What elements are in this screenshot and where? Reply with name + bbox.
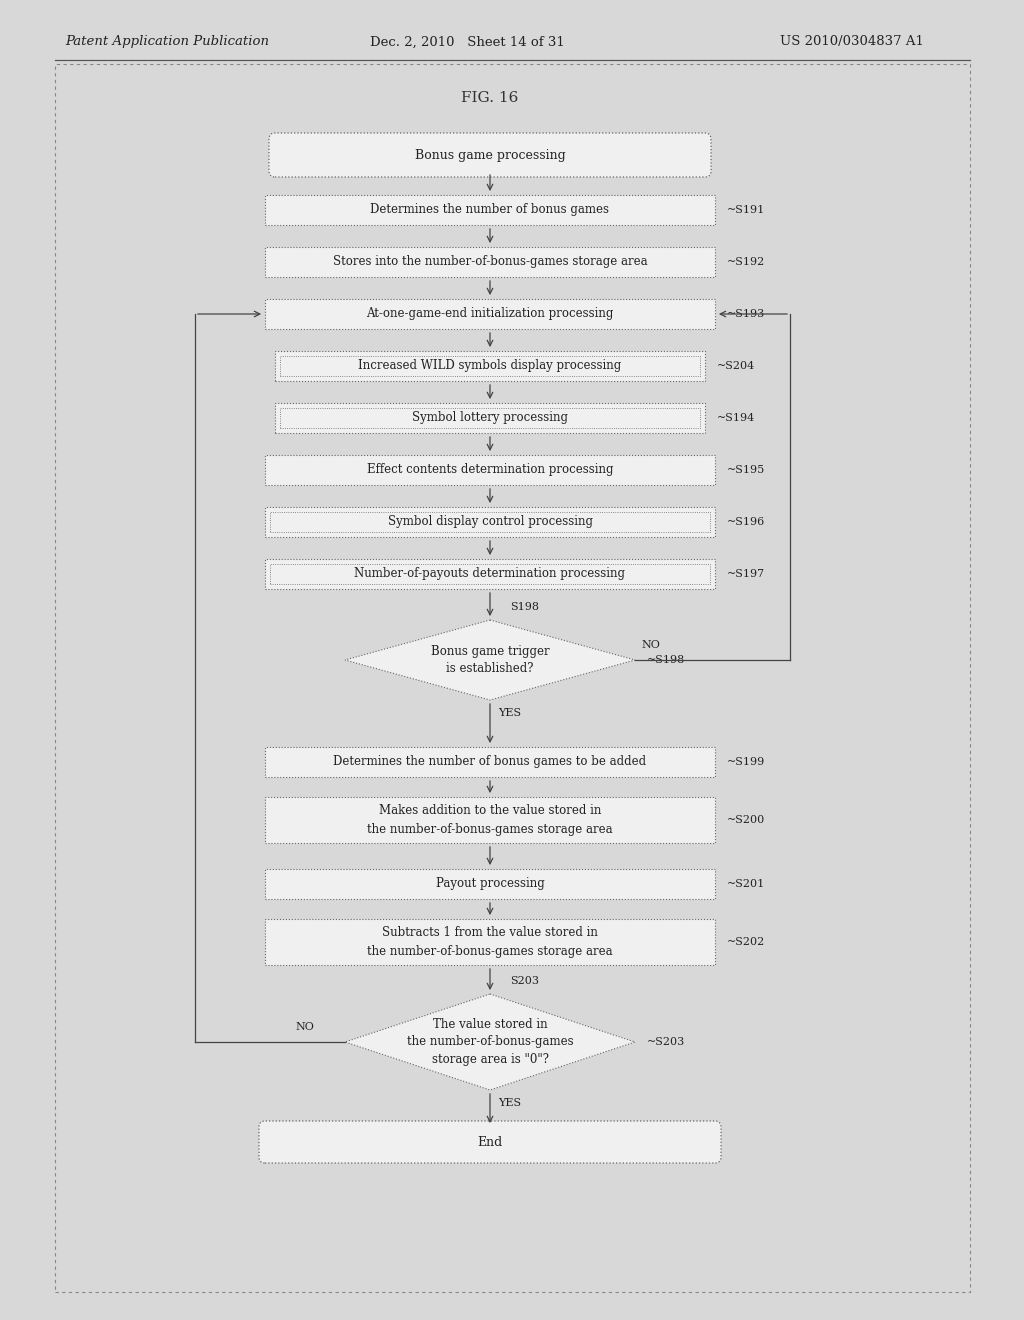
Bar bbox=[265, 507, 715, 537]
Bar bbox=[280, 356, 700, 376]
Text: ~S202: ~S202 bbox=[727, 937, 765, 946]
Polygon shape bbox=[345, 994, 635, 1090]
Text: ~S194: ~S194 bbox=[717, 413, 756, 422]
Text: Stores into the number-of-bonus-games storage area: Stores into the number-of-bonus-games st… bbox=[333, 256, 647, 268]
Bar bbox=[270, 564, 710, 583]
Text: Bonus game processing: Bonus game processing bbox=[415, 149, 565, 161]
Text: Payout processing: Payout processing bbox=[435, 878, 545, 891]
Text: S203: S203 bbox=[510, 975, 539, 986]
Bar bbox=[275, 403, 705, 433]
Text: YES: YES bbox=[498, 1098, 521, 1107]
Bar bbox=[265, 247, 715, 277]
Text: ~S197: ~S197 bbox=[727, 569, 765, 579]
Bar bbox=[265, 455, 715, 484]
Bar bbox=[265, 558, 715, 589]
Bar bbox=[55, 63, 970, 1292]
Text: At-one-game-end initialization processing: At-one-game-end initialization processin… bbox=[367, 308, 613, 321]
Text: Makes addition to the value stored in
the number-of-bonus-games storage area: Makes addition to the value stored in th… bbox=[368, 804, 612, 836]
Text: Symbol lottery processing: Symbol lottery processing bbox=[412, 412, 568, 425]
Text: Determines the number of bonus games to be added: Determines the number of bonus games to … bbox=[334, 755, 646, 768]
Polygon shape bbox=[345, 620, 635, 700]
Text: ~S193: ~S193 bbox=[727, 309, 765, 319]
Bar bbox=[270, 512, 710, 532]
Text: Effect contents determination processing: Effect contents determination processing bbox=[367, 463, 613, 477]
Text: ~S196: ~S196 bbox=[727, 517, 765, 527]
Text: Increased WILD symbols display processing: Increased WILD symbols display processin… bbox=[358, 359, 622, 372]
Text: ~S203: ~S203 bbox=[647, 1038, 685, 1047]
Text: ~S191: ~S191 bbox=[727, 205, 765, 215]
Bar bbox=[265, 919, 715, 965]
FancyBboxPatch shape bbox=[259, 1121, 721, 1163]
Text: US 2010/0304837 A1: US 2010/0304837 A1 bbox=[780, 36, 924, 49]
Text: ~S192: ~S192 bbox=[727, 257, 765, 267]
Text: Patent Application Publication: Patent Application Publication bbox=[65, 36, 269, 49]
Bar bbox=[265, 300, 715, 329]
Bar bbox=[280, 408, 700, 428]
Text: ~S204: ~S204 bbox=[717, 360, 756, 371]
Text: NO: NO bbox=[641, 640, 659, 649]
Text: ~S198: ~S198 bbox=[647, 655, 685, 665]
Text: Determines the number of bonus games: Determines the number of bonus games bbox=[371, 203, 609, 216]
Text: ~S199: ~S199 bbox=[727, 756, 765, 767]
Text: S198: S198 bbox=[510, 602, 539, 612]
FancyBboxPatch shape bbox=[269, 133, 711, 177]
Text: The value stored in
the number-of-bonus-games
storage area is "0"?: The value stored in the number-of-bonus-… bbox=[407, 1018, 573, 1067]
Text: ~S201: ~S201 bbox=[727, 879, 765, 888]
Text: ~S195: ~S195 bbox=[727, 465, 765, 475]
Text: NO: NO bbox=[295, 1022, 314, 1032]
Bar bbox=[265, 747, 715, 777]
Text: Dec. 2, 2010   Sheet 14 of 31: Dec. 2, 2010 Sheet 14 of 31 bbox=[370, 36, 565, 49]
Text: Bonus game trigger
is established?: Bonus game trigger is established? bbox=[431, 644, 549, 676]
Text: ~S200: ~S200 bbox=[727, 814, 765, 825]
Text: YES: YES bbox=[498, 708, 521, 718]
Bar bbox=[265, 797, 715, 843]
Text: Number-of-payouts determination processing: Number-of-payouts determination processi… bbox=[354, 568, 626, 581]
Text: FIG. 16: FIG. 16 bbox=[462, 91, 519, 106]
Text: Subtracts 1 from the value stored in
the number-of-bonus-games storage area: Subtracts 1 from the value stored in the… bbox=[368, 927, 612, 957]
Bar bbox=[265, 869, 715, 899]
Text: End: End bbox=[477, 1135, 503, 1148]
Bar bbox=[265, 195, 715, 224]
Bar bbox=[275, 351, 705, 381]
Text: Symbol display control processing: Symbol display control processing bbox=[387, 516, 593, 528]
